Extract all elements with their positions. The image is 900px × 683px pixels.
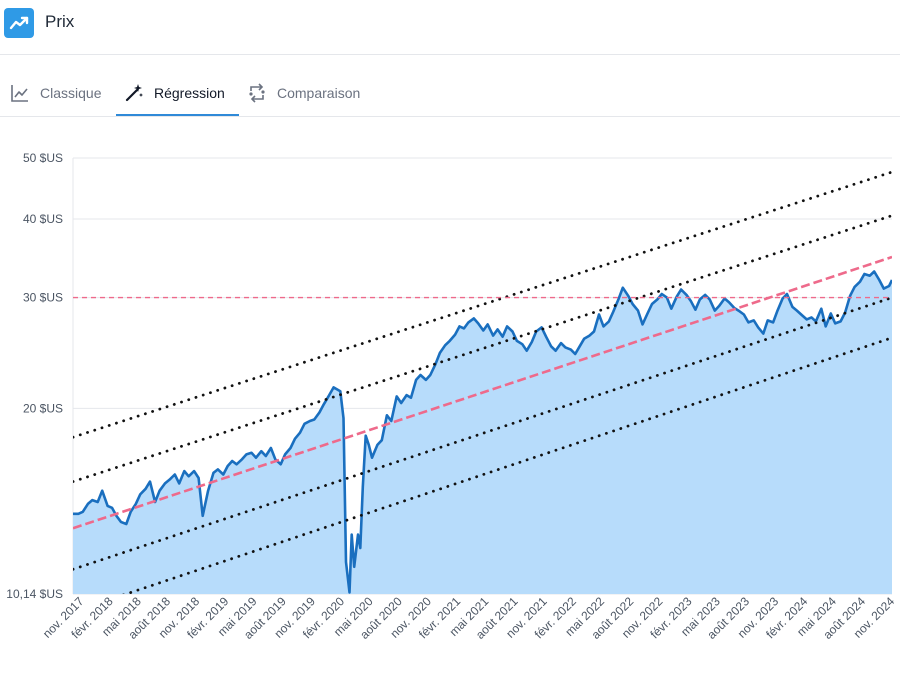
tab-label: Comparaison: [277, 84, 361, 101]
tab-regression[interactable]: Régression: [116, 70, 239, 116]
price-area: [73, 271, 892, 594]
magic-wand-icon: [124, 83, 144, 103]
page-title: Prix: [45, 12, 75, 31]
y-tick-label: 50 $US: [23, 151, 63, 165]
regression-band-line: [73, 214, 892, 483]
regression-band-line: [73, 170, 892, 439]
regression-band-line: [121, 336, 892, 594]
tab-label: Classique: [40, 84, 102, 101]
regression-band-line: [73, 296, 892, 571]
tab-bar: Classique Régression Comparaison: [0, 70, 900, 117]
regression-line: [73, 255, 892, 530]
y-tick-label: 10,14 $US: [6, 587, 63, 601]
tab-classique[interactable]: Classique: [10, 70, 101, 115]
header: Prix: [0, 0, 900, 55]
trending-up-icon: [4, 8, 34, 38]
tab-comparaison[interactable]: Comparaison: [247, 70, 360, 115]
y-tick-label: 20 $US: [23, 401, 63, 415]
y-tick-label: 30 $US: [23, 291, 63, 305]
tab-label: Régression: [154, 84, 225, 101]
price-line: [73, 270, 892, 594]
compare-arrows-icon: [247, 82, 267, 103]
line-chart-icon: [10, 83, 30, 103]
y-tick-label: 40 $US: [23, 212, 63, 226]
